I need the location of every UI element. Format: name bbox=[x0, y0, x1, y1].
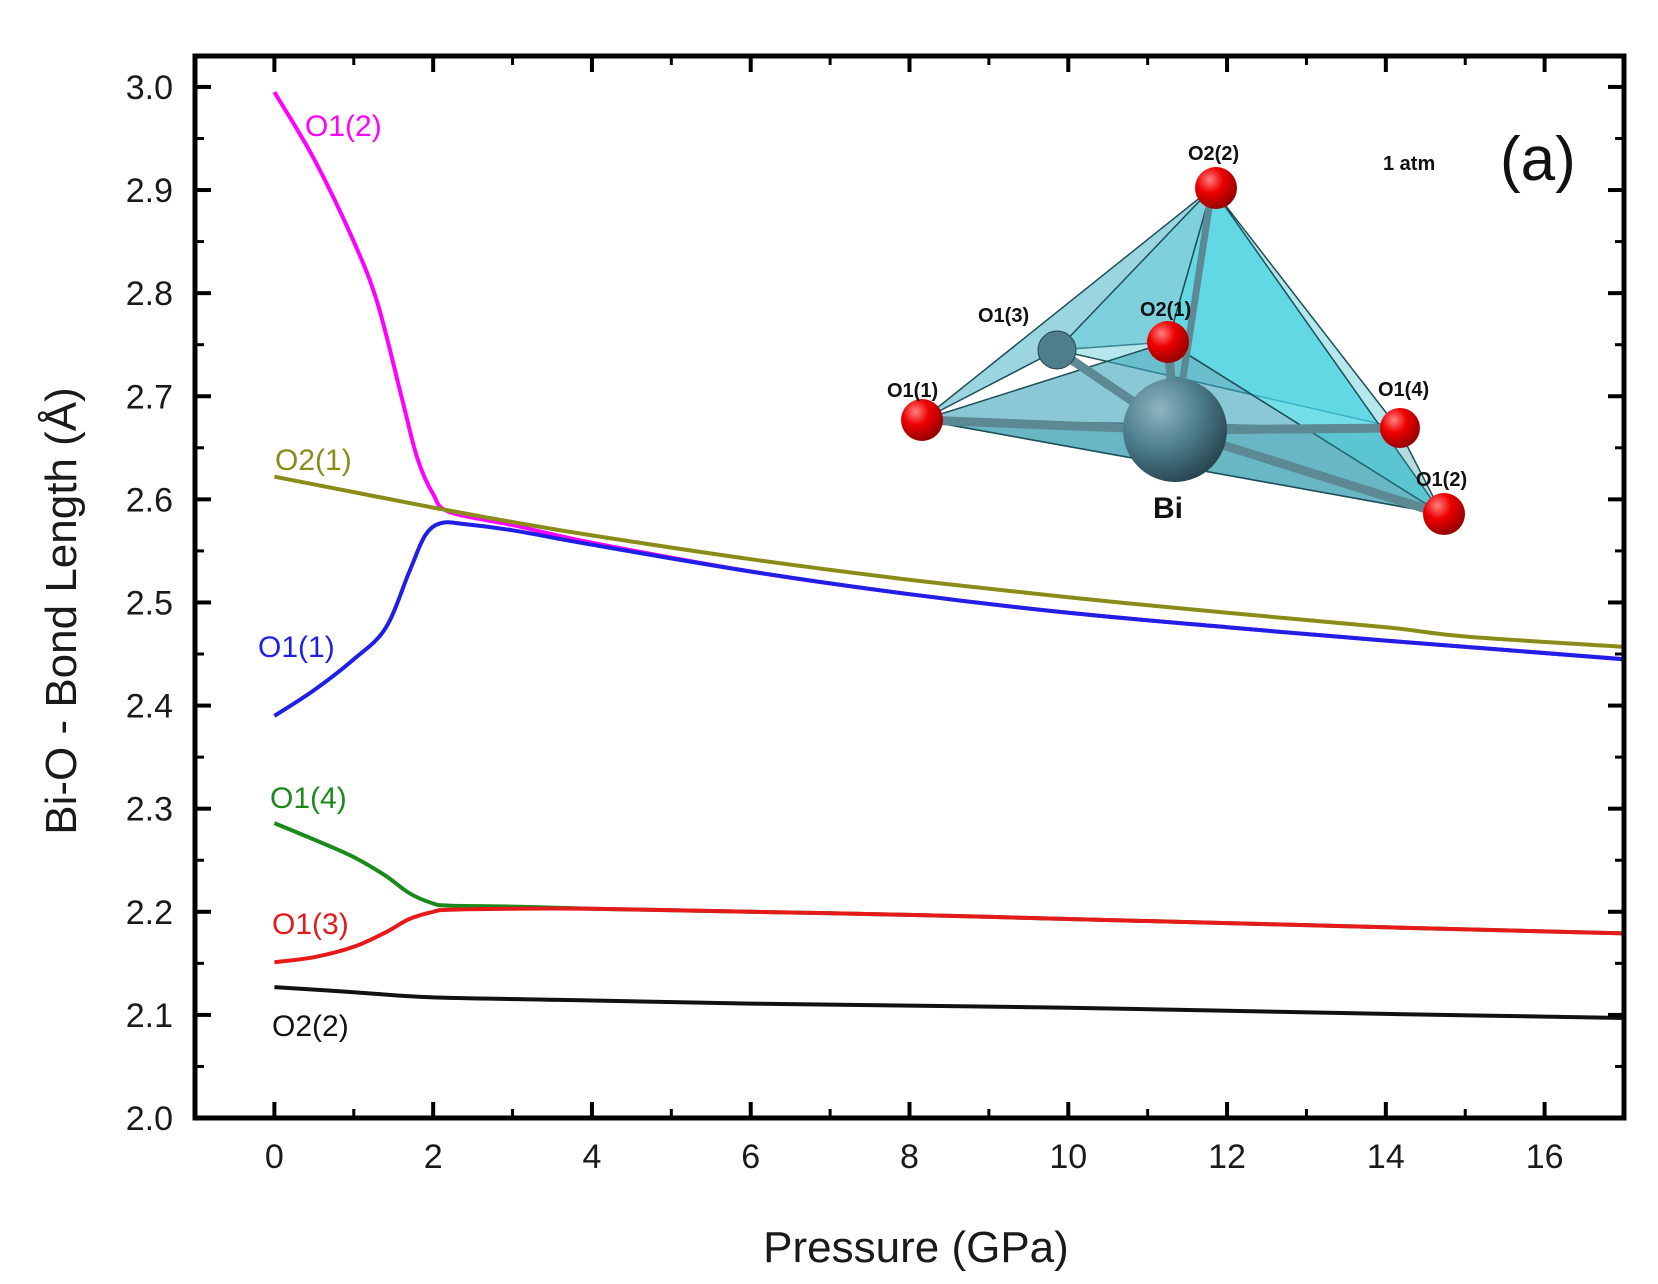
y-tick-label-6: 2.6 bbox=[126, 481, 173, 519]
y-tick-label-0: 2.0 bbox=[126, 1100, 173, 1138]
series-label-0: O1(2) bbox=[305, 110, 382, 143]
x-tick-label-7: 14 bbox=[1367, 1138, 1405, 1176]
series-label-5: O2(2) bbox=[272, 1010, 349, 1043]
x-tick-label-3: 6 bbox=[741, 1138, 760, 1176]
y-tick-label-3: 2.3 bbox=[126, 791, 173, 829]
x-tick-label-6: 12 bbox=[1208, 1138, 1246, 1176]
inset-label-o12: O1(2) bbox=[1416, 469, 1467, 491]
series-label-3: O1(4) bbox=[270, 782, 347, 815]
series-line-1 bbox=[274, 474, 1625, 649]
axes-layer: 0 2 4 6 8 10 12 14 16 2.0 2.1 2.2 2.3 2.4 2.5 2.6 2.7 2.8… bbox=[126, 53, 1627, 1176]
inset-label-o14: O1(4) bbox=[1378, 379, 1429, 401]
x-tick-label-8: 16 bbox=[1526, 1138, 1564, 1176]
x-tick-label-4: 8 bbox=[900, 1138, 919, 1176]
inset-label-bi: Bi bbox=[1153, 492, 1183, 525]
y-tick-label-4: 2.4 bbox=[126, 688, 173, 726]
oxygen-atom-o14 bbox=[1380, 408, 1420, 448]
bi-o-polyhedron-inset: O2(2) O1(3) O2(1) O1(1) O1(4) O1(2) Bi 1… bbox=[887, 143, 1467, 535]
oxygen-atom-o13 bbox=[1037, 330, 1077, 370]
y-tick-label-1: 2.1 bbox=[126, 997, 173, 1035]
y-tick-label-10: 3.0 bbox=[126, 69, 173, 107]
series-layer bbox=[272, 91, 1625, 1020]
x-tick-label-1: 2 bbox=[424, 1138, 443, 1176]
y-tick-label-5: 2.5 bbox=[126, 584, 173, 622]
oxygen-atom-o21 bbox=[1147, 321, 1189, 363]
x-tick-label-0: 0 bbox=[265, 1138, 284, 1176]
inset-label-o22: O2(2) bbox=[1188, 143, 1239, 165]
series-line-5 bbox=[274, 985, 1625, 1020]
y-tick-label-8: 2.8 bbox=[126, 275, 173, 313]
plot-frame bbox=[192, 53, 1627, 1121]
series-line-0 bbox=[272, 91, 1625, 662]
panel-label: (a) bbox=[1500, 125, 1576, 194]
y-axis-title: Bi-O - Bond Length (Å) bbox=[37, 387, 86, 835]
oxygen-atom-o11 bbox=[901, 399, 943, 441]
series-label-4: O1(3) bbox=[272, 908, 349, 941]
inset-label-o11: O1(1) bbox=[887, 380, 938, 402]
inset-label-o21: O2(1) bbox=[1140, 299, 1191, 321]
inset-condition-label: 1 atm bbox=[1383, 153, 1435, 175]
series-label-2: O1(1) bbox=[258, 631, 335, 664]
x-tick-label-5: 10 bbox=[1049, 1138, 1087, 1176]
bismuth-atom bbox=[1123, 378, 1227, 482]
inset-label-o13: O1(3) bbox=[978, 305, 1029, 327]
y-tick-label-7: 2.7 bbox=[126, 378, 173, 416]
series-line-4 bbox=[274, 906, 1625, 965]
series-label-layer: O1(2) O2(1) O1(1) O1(4) O1(3) O2(2) bbox=[258, 110, 382, 1043]
y-tick-label-9: 2.9 bbox=[126, 172, 173, 210]
oxygen-atom-o22 bbox=[1195, 167, 1237, 209]
series-label-1: O2(1) bbox=[275, 444, 352, 477]
x-tick-label-2: 4 bbox=[582, 1138, 601, 1176]
x-axis-title: Pressure (GPa) bbox=[763, 1223, 1069, 1272]
y-tick-label-2: 2.2 bbox=[126, 894, 173, 932]
oxygen-atom-o12 bbox=[1423, 493, 1465, 535]
series-line-2 bbox=[273, 520, 1625, 718]
